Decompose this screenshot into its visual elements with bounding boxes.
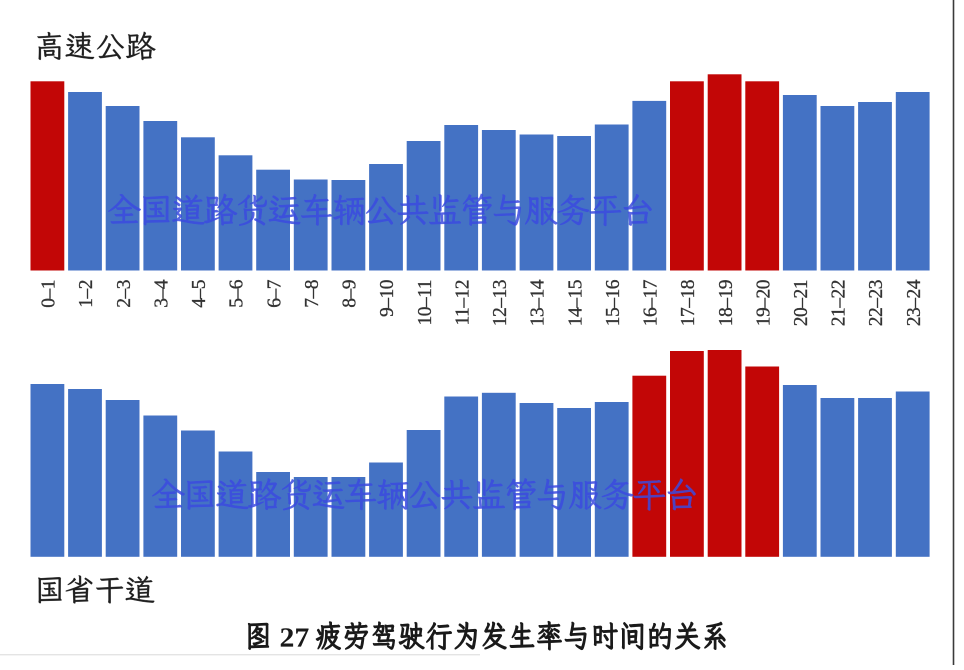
svg-text:13–14: 13–14 xyxy=(528,279,549,326)
svg-text:4–5: 4–5 xyxy=(189,280,210,308)
svg-text:12–13: 12–13 xyxy=(490,280,511,326)
svg-text:22–23: 22–23 xyxy=(866,280,887,326)
svg-text:15–16: 15–16 xyxy=(603,279,624,326)
svg-text:14–15: 14–15 xyxy=(565,280,586,326)
svg-text:18–19: 18–19 xyxy=(716,280,737,326)
svg-text:21–22: 21–22 xyxy=(829,280,850,326)
svg-text:10–11: 10–11 xyxy=(415,280,436,326)
svg-text:1–2: 1–2 xyxy=(76,280,97,308)
svg-text:20–21: 20–21 xyxy=(791,280,812,326)
svg-text:11–12: 11–12 xyxy=(452,280,473,326)
svg-text:5–6: 5–6 xyxy=(227,279,248,308)
svg-text:9–10: 9–10 xyxy=(377,280,398,317)
svg-text:17–18: 17–18 xyxy=(678,280,699,326)
svg-text:7–8: 7–8 xyxy=(302,280,323,308)
svg-text:16–17: 16–17 xyxy=(641,279,662,326)
svg-text:8–9: 8–9 xyxy=(340,280,361,308)
svg-text:2–3: 2–3 xyxy=(114,280,135,308)
svg-text:3–4: 3–4 xyxy=(152,279,173,308)
svg-text:23–24: 23–24 xyxy=(904,279,925,326)
svg-text:19–20: 19–20 xyxy=(753,280,774,326)
svg-text:6–7: 6–7 xyxy=(264,279,285,308)
svg-text:0–1: 0–1 xyxy=(39,280,60,308)
